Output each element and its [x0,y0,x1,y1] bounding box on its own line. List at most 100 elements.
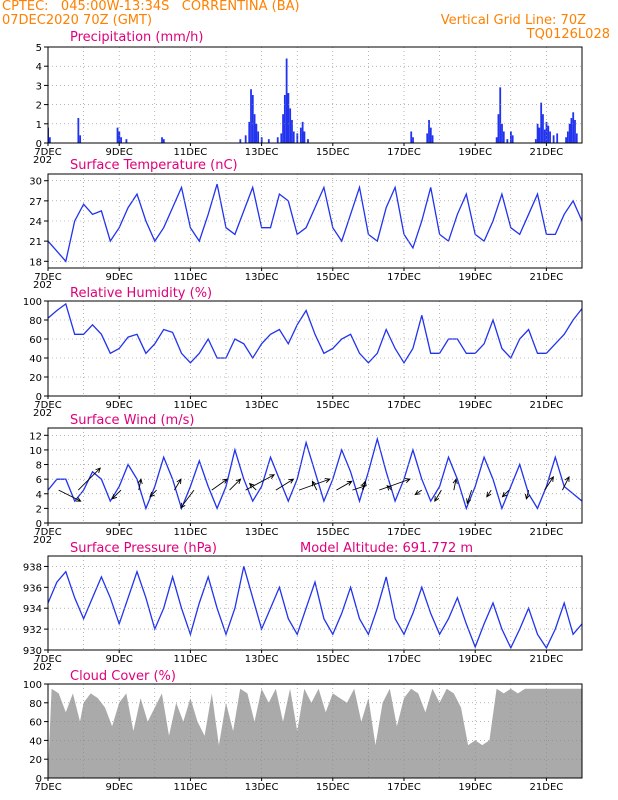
y-tick-label: 60 [29,335,42,346]
precip-bar [250,89,252,143]
wind-vector-arrow [434,489,442,503]
x-tick-label: 21DEC [530,782,564,793]
y-tick-label: 0 [36,139,42,150]
wind-vector-arrow [544,476,554,491]
precip-bar [276,137,279,143]
header-model-code: TQ0126L028 [526,27,610,42]
wind-vector-arrow [452,478,458,491]
wind-vector-arrow [248,482,257,491]
plot-area [48,566,582,650]
precip-bar [540,102,543,143]
y-tick-label: 80 [29,316,42,327]
wind-vector-arrow [211,478,229,491]
precip-bar [296,133,299,143]
y-tick-label: 934 [23,604,42,615]
precip-bar [549,131,551,143]
precip-bar [572,112,575,143]
precip-bar [538,127,541,143]
series-line [48,302,582,365]
x-tick-label: 11DEC [174,147,208,158]
precip-bar [253,114,256,143]
panel-title: Cloud Cover (%) [70,669,176,684]
precip-bar [574,119,576,143]
precip-bar [280,133,283,143]
precip-bar [162,139,165,143]
panel-title: Surface Wind (m/s) [70,413,194,428]
x-tick-label: 17DEC [387,400,421,411]
wind-vector-arrow [336,480,353,491]
wind-vector-arrow [378,478,411,491]
precip-bar [536,123,539,143]
y-tick-label: 930 [23,646,42,657]
y-tick-label: 24 [29,217,42,228]
x-tick-label: 9DEC [106,527,133,538]
precip-bar [292,131,295,143]
x-year-label: 202 [33,408,52,419]
precip-bar [267,139,270,143]
wind-vector-arrow [77,467,101,491]
precip-bar [502,131,505,143]
y-tick-label: 100 [23,680,42,691]
precip-bar [410,131,413,143]
x-tick-label: 7DEC [34,654,61,665]
panel-frame [47,300,583,397]
plot-area [48,436,582,511]
y-tick-label: 8 [36,461,42,472]
x-tick-label: 21DEC [530,272,564,283]
panel-annotation: Model Altitude: 691.772 m [300,541,473,556]
panel-3: Relative Humidity (%) 0 20 40 60 80 100 7DEC 9DE… [23,286,583,419]
wind-vector-arrow [229,478,242,491]
y-tick-label: 21 [29,237,42,248]
precip-bar [543,129,546,143]
x-tick-label: 7DEC [34,400,61,411]
wind-vector-arrow [414,489,423,496]
panel-frame [47,555,583,651]
panel-frame [47,46,583,144]
precip-bar [431,135,434,143]
precip-bar [307,139,309,143]
x-tick-label: 21DEC [530,527,564,538]
plot-area [48,302,582,365]
x-year-label: 202 [33,535,52,546]
x-year-label: 202 [33,662,52,673]
x-tick-label: 9DEC [106,272,133,283]
precip-bar [77,118,80,143]
precip-bar [248,121,251,143]
precip-bar [501,123,503,143]
y-tick-label: 20 [29,373,42,384]
plot-area [48,183,582,263]
panel-1: Precipitation (mm/h) 0 1 2 3 4 5 7DEC 9DEC 11DEC 1… [33,30,583,166]
y-tick-label: 0 [36,774,42,785]
precip-bar [428,119,430,143]
precip-bar [566,131,569,143]
panel-4: Surface Wind (m/s) 0 2 4 6 8 10 12 7DEC 9DEC 11DEC… [29,413,583,546]
x-tick-label: 13DEC [245,400,279,411]
x-tick-label: 9DEC [106,400,133,411]
panel-frame [47,427,583,524]
precip-bar [499,87,502,143]
wind-vector-arrow [58,489,82,502]
precip-bar [303,131,306,143]
y-tick-label: 0 [36,392,42,403]
x-tick-label: 13DEC [245,147,279,158]
y-tick-label: 80 [29,699,42,710]
precip-bar [79,135,82,143]
x-tick-label: 17DEC [387,272,421,283]
precip-bar [506,139,509,143]
y-tick-label: 100 [23,297,42,308]
x-tick-label: 7DEC [34,527,61,538]
x-year-label: 202 [33,280,52,291]
precip-bar [289,108,292,143]
header-grid-line: Vertical Grid Line: 70Z [440,13,586,28]
x-tick-label: 9DEC [106,782,133,793]
y-tick-label: 60 [29,718,42,729]
plot-area [48,688,582,778]
wind-vector-arrow [173,478,182,491]
precip-bar [244,135,247,143]
precip-bar [426,133,429,143]
wind-vector-arrow [149,489,157,498]
precip-bar [161,137,163,143]
x-tick-label: 11DEC [174,272,208,283]
precip-bar [542,114,544,143]
panel-title: Surface Temperature (nC) [70,158,238,173]
